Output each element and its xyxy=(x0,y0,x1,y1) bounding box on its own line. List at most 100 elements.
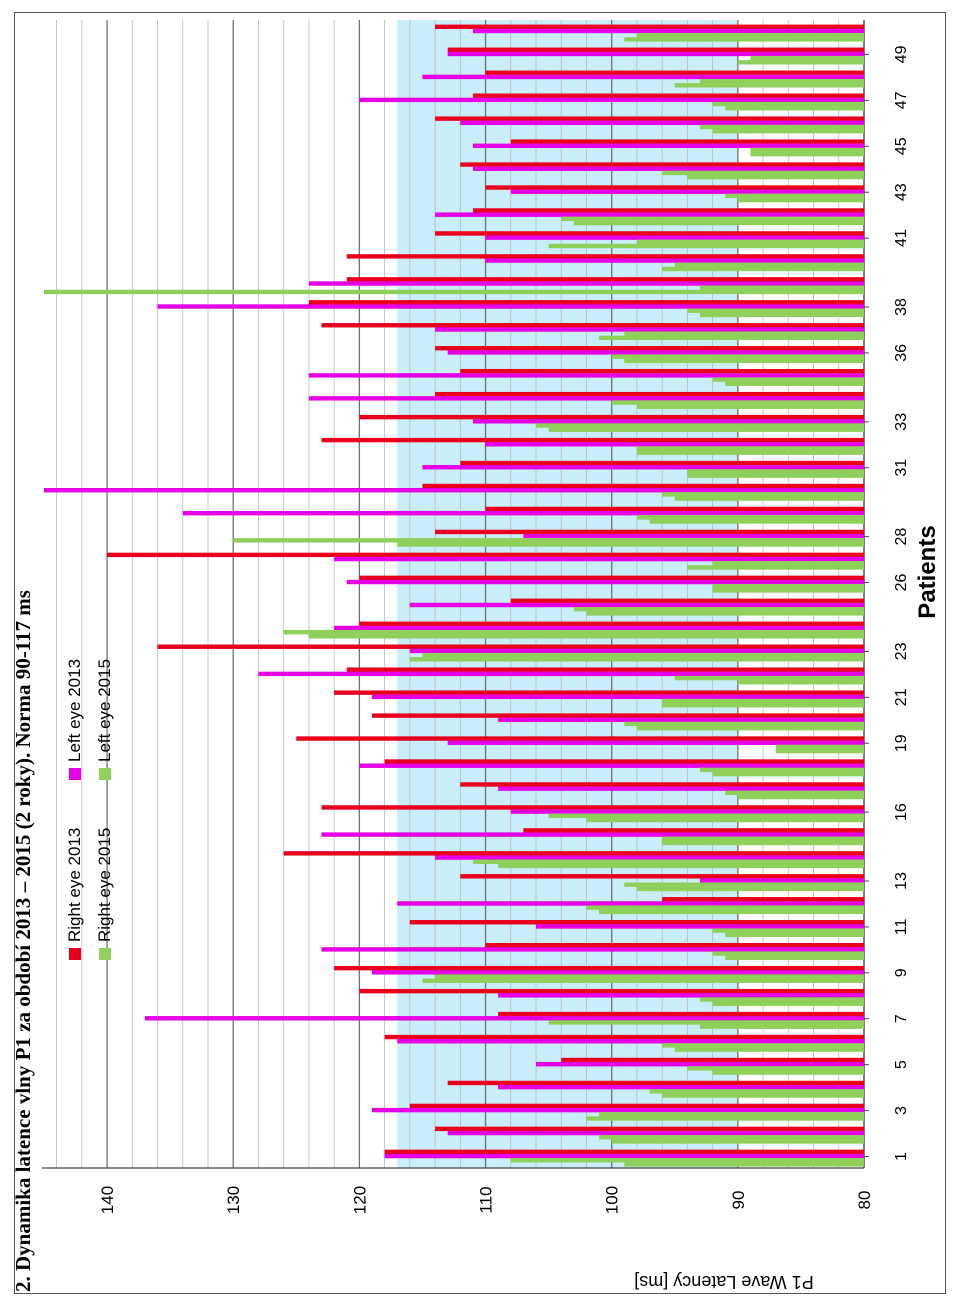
bar-right-eye-2015-patient-41 xyxy=(636,239,864,245)
bar-left-eye-2013-patient-48 xyxy=(422,74,864,80)
bar-right-eye-2015-patient-13 xyxy=(624,882,864,887)
bar-left-eye-2015-patient-17 xyxy=(737,794,864,800)
bar-left-eye-2015-patient-8 xyxy=(712,1001,864,1006)
bar-left-eye-2015-patient-31 xyxy=(687,473,864,478)
bar-left-eye-2015-patient-1 xyxy=(624,1162,864,1167)
chart-title: 2. Dynamika latence vlny P1 za období 20… xyxy=(11,590,35,1292)
bar-right-eye-2015-patient-29 xyxy=(636,515,864,520)
bar-left-eye-2015-patient-27 xyxy=(687,565,864,570)
bar-right-eye-2013-patient-16 xyxy=(321,805,864,810)
bar-left-eye-2013-patient-23 xyxy=(409,648,864,654)
y-tick-label: 80 xyxy=(855,1191,874,1210)
bar-left-eye-2013-patient-15 xyxy=(321,832,864,837)
bar-left-eye-2015-patient-15 xyxy=(662,840,864,846)
bar-right-eye-2015-patient-4 xyxy=(649,1089,864,1094)
bar-left-eye-2013-patient-40 xyxy=(485,258,864,263)
bar-right-eye-2015-patient-8 xyxy=(700,997,864,1002)
bar-right-eye-2015-patient-30 xyxy=(662,492,864,497)
bar-left-eye-2015-patient-19 xyxy=(775,748,864,754)
legend-label: Right eye 2013 xyxy=(65,828,84,942)
bar-left-eye-2013-patient-29 xyxy=(182,510,864,516)
bar-right-eye-2015-patient-34 xyxy=(611,400,864,405)
bar-right-eye-2013-patient-25 xyxy=(510,598,864,604)
bar-left-eye-2013-patient-37 xyxy=(435,327,864,332)
bar-left-eye-2013-patient-2 xyxy=(447,1130,864,1136)
x-tick-label: 33 xyxy=(893,413,910,431)
bar-right-eye-2015-patient-44 xyxy=(662,170,864,176)
bar-left-eye-2015-patient-29 xyxy=(649,519,864,524)
bar-left-eye-2013-patient-39 xyxy=(308,281,864,286)
bar-left-eye-2013-patient-7 xyxy=(144,1016,864,1021)
bar-right-eye-2015-patient-3 xyxy=(599,1112,864,1117)
bar-right-eye-2013-patient-4 xyxy=(447,1080,864,1086)
bar-right-eye-2015-patient-28 xyxy=(233,538,864,543)
bar-right-eye-2015-patient-7 xyxy=(548,1020,864,1025)
bar-left-eye-2013-patient-31 xyxy=(422,465,864,470)
bar-right-eye-2015-patient-31 xyxy=(687,469,864,474)
bar-left-eye-2015-patient-49 xyxy=(737,60,864,65)
x-tick-label: 7 xyxy=(893,1014,910,1023)
bar-right-eye-2013-patient-36 xyxy=(435,346,864,351)
bar-left-eye-2013-patient-1 xyxy=(384,1153,864,1159)
bar-left-eye-2013-patient-13 xyxy=(700,878,864,883)
bar-left-eye-2013-patient-16 xyxy=(510,809,864,814)
bar-left-eye-2013-patient-49 xyxy=(447,51,864,57)
bar-left-eye-2013-patient-28 xyxy=(523,533,864,539)
x-tick-label: 16 xyxy=(893,803,910,821)
bar-left-eye-2013-patient-8 xyxy=(498,993,864,998)
bar-left-eye-2015-patient-18 xyxy=(712,771,864,777)
bar-right-eye-2013-patient-47 xyxy=(472,93,864,98)
bar-right-eye-2013-patient-40 xyxy=(346,254,864,259)
legend-label: Left eye 2013 xyxy=(65,659,84,762)
bar-left-eye-2013-patient-22 xyxy=(258,671,864,677)
bar-left-eye-2013-patient-5 xyxy=(536,1061,864,1067)
bar-right-eye-2013-patient-33 xyxy=(359,414,864,420)
bar-left-eye-2015-patient-30 xyxy=(674,496,864,501)
bar-left-eye-2015-patient-28 xyxy=(397,542,864,547)
bar-left-eye-2015-patient-45 xyxy=(750,151,864,157)
bar-right-eye-2015-patient-6 xyxy=(662,1043,864,1048)
y-tick-label: 110 xyxy=(477,1186,496,1213)
bar-left-eye-2015-patient-2 xyxy=(611,1139,864,1144)
bar-left-eye-2015-patient-11 xyxy=(725,932,864,938)
bar-right-eye-2015-patient-16 xyxy=(548,813,864,819)
bar-left-eye-2013-patient-38 xyxy=(157,304,865,309)
x-tick-label: 9 xyxy=(893,968,910,977)
bar-left-eye-2013-patient-3 xyxy=(372,1107,864,1113)
bar-left-eye-2015-patient-4 xyxy=(662,1093,864,1098)
bar-right-eye-2015-patient-40 xyxy=(674,262,864,267)
bar-left-eye-2013-patient-17 xyxy=(498,786,864,791)
bar-right-eye-2015-patient-25 xyxy=(573,606,864,612)
legend-label: Right eye 2015 xyxy=(95,828,114,942)
bar-right-eye-2013-patient-43 xyxy=(485,185,864,190)
y-tick-label: 130 xyxy=(224,1186,243,1214)
bar-left-eye-2013-patient-47 xyxy=(359,97,864,103)
y-tick-label: 100 xyxy=(603,1186,622,1214)
bar-left-eye-2015-patient-32 xyxy=(636,450,864,455)
bar-right-eye-2015-patient-2 xyxy=(599,1135,864,1140)
bar-left-eye-2013-patient-9 xyxy=(372,970,864,975)
bar-right-eye-2015-patient-1 xyxy=(510,1158,864,1163)
legend-swatch xyxy=(99,948,111,960)
bar-left-eye-2013-patient-4 xyxy=(498,1084,864,1090)
bar-right-eye-2013-patient-9 xyxy=(334,965,865,971)
bar-right-eye-2015-patient-38 xyxy=(687,308,864,313)
x-tick-label: 26 xyxy=(893,574,910,592)
bar-left-eye-2015-patient-22 xyxy=(737,680,864,685)
bar-left-eye-2013-patient-10 xyxy=(321,947,864,952)
bar-left-eye-2013-patient-11 xyxy=(536,924,864,929)
bar-left-eye-2013-patient-20 xyxy=(498,717,864,723)
bar-right-eye-2015-patient-10 xyxy=(712,951,864,956)
bar-right-eye-2015-patient-47 xyxy=(712,101,864,107)
bar-right-eye-2013-patient-22 xyxy=(346,667,864,672)
bar-left-eye-2015-patient-39 xyxy=(44,289,864,295)
bar-right-eye-2015-patient-23 xyxy=(422,652,864,658)
bar-right-eye-2013-patient-3 xyxy=(409,1103,864,1109)
x-tick-label: 31 xyxy=(893,459,910,477)
bar-right-eye-2013-patient-48 xyxy=(485,70,864,75)
bar-left-eye-2013-patient-21 xyxy=(372,694,864,700)
bar-left-eye-2013-patient-46 xyxy=(460,120,864,126)
bar-left-eye-2015-patient-24 xyxy=(308,634,864,639)
bar-right-eye-2013-patient-18 xyxy=(384,759,864,764)
